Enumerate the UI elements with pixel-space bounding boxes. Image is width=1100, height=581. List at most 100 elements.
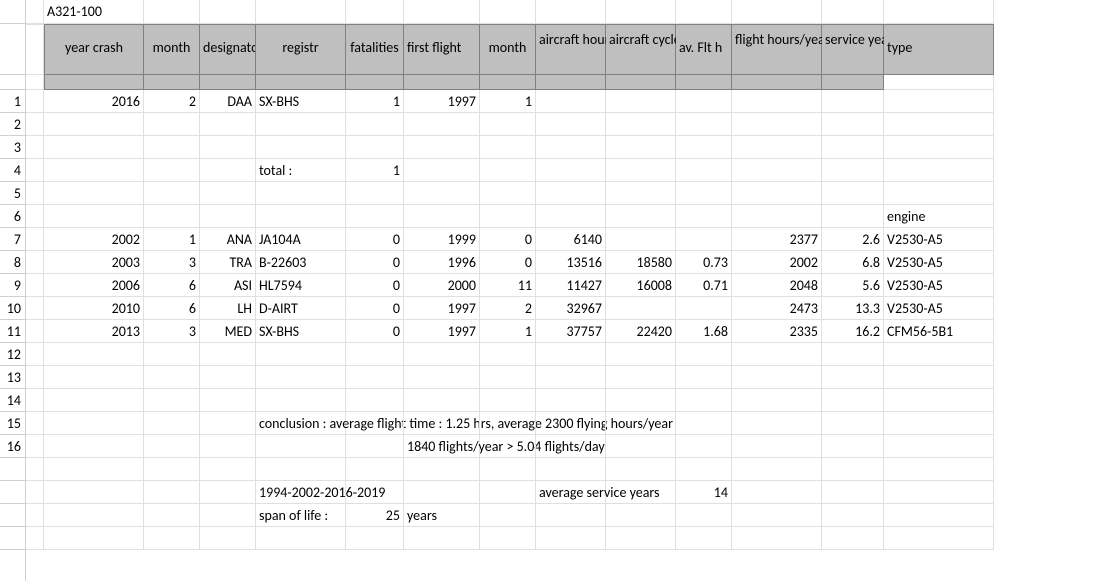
cell-registr[interactable]: HL7594 (256, 274, 346, 297)
span-of-life-unit[interactable]: years (404, 504, 480, 527)
cell-avflt[interactable]: 0.73 (676, 251, 732, 274)
header-service-years[interactable]: service years (822, 24, 884, 75)
cell-month[interactable]: 6 (144, 274, 200, 297)
header-month[interactable]: month (144, 24, 200, 75)
cell-registr[interactable]: JA104A (256, 228, 346, 251)
cell-fatalities[interactable]: 0 (346, 228, 404, 251)
cell-designator[interactable]: LH (200, 297, 256, 320)
cell-month2[interactable]: 0 (480, 251, 536, 274)
years-span[interactable]: 1994-2002-2016-2019 (256, 481, 346, 504)
title-cell[interactable]: A321-100 (44, 0, 144, 24)
cell-year[interactable]: 2006 (44, 274, 144, 297)
cell-type[interactable]: CFM56-5B1 (884, 320, 994, 343)
header-flight-hours-year[interactable]: flight hours/year (732, 24, 822, 75)
cell-designator[interactable]: ANA (200, 228, 256, 251)
cell-month2[interactable]: 0 (480, 228, 536, 251)
header-registr[interactable]: registr (256, 24, 346, 75)
conclusion-text[interactable]: 1840 flights/year > 5.04 flights/day (404, 435, 480, 458)
cell-fatalities[interactable]: 0 (346, 320, 404, 343)
cell-type[interactable]: V2530-A5 (884, 274, 994, 297)
cell-designator[interactable]: TRA (200, 251, 256, 274)
cell-hours[interactable]: 13516 (536, 251, 606, 274)
cell-registr[interactable]: D-AIRT (256, 297, 346, 320)
cell-month[interactable]: 2 (144, 90, 200, 113)
cell-month[interactable]: 3 (144, 251, 200, 274)
cell-avflt[interactable]: 1.68 (676, 320, 732, 343)
avg-service-label[interactable]: average service years (536, 481, 606, 504)
cell-designator[interactable]: ASI (200, 274, 256, 297)
cell-avflt[interactable]: 0.71 (676, 274, 732, 297)
cell-designator[interactable]: MED (200, 320, 256, 343)
cell-registr[interactable]: B-22603 (256, 251, 346, 274)
cell-month[interactable]: 1 (144, 228, 200, 251)
cell-cycles[interactable] (606, 228, 676, 251)
header-designator[interactable]: designator (200, 24, 256, 75)
cell-month2[interactable]: 1 (480, 90, 536, 113)
cell-avflt[interactable] (676, 228, 732, 251)
header-aircraft-hours[interactable]: aircraft hours (536, 24, 606, 75)
cell-month[interactable]: 3 (144, 320, 200, 343)
cell-first-flight[interactable]: 1996 (404, 251, 480, 274)
cell-month2[interactable]: 2 (480, 297, 536, 320)
cell-hours[interactable]: 11427 (536, 274, 606, 297)
cell-type[interactable]: V2530-A5 (884, 251, 994, 274)
cell-hours[interactable]: 6140 (536, 228, 606, 251)
cell-cycles[interactable]: 16008 (606, 274, 676, 297)
cell-designator[interactable]: DAA (200, 90, 256, 113)
cell-fhy[interactable]: 2335 (732, 320, 822, 343)
cell-first-flight[interactable]: 2000 (404, 274, 480, 297)
cell-year[interactable]: 2010 (44, 297, 144, 320)
cell-fhy[interactable]: 2048 (732, 274, 822, 297)
total-value[interactable]: 1 (346, 159, 404, 182)
header-av-flt[interactable]: av. Flt h (676, 24, 732, 75)
cell-svc[interactable]: 6.8 (822, 251, 884, 274)
cell-first-flight[interactable]: 1997 (404, 320, 480, 343)
row-number-blank (0, 0, 25, 24)
cell-avflt[interactable] (676, 297, 732, 320)
cell-first-flight[interactable]: 1999 (404, 228, 480, 251)
header-month2[interactable]: month (480, 24, 536, 75)
cell-month[interactable]: 6 (144, 297, 200, 320)
cell-month2[interactable]: 1 (480, 320, 536, 343)
summary-row-1: 1994-2002-2016-2019 average service year… (26, 481, 1100, 504)
header-fatalities[interactable]: fatalities (346, 24, 404, 75)
cell-hours[interactable]: 32967 (536, 297, 606, 320)
cell-fatalities[interactable]: 0 (346, 274, 404, 297)
cell-type[interactable]: V2530-A5 (884, 228, 994, 251)
engine-label[interactable]: engine (884, 205, 994, 228)
cell-fatalities[interactable]: 0 (346, 251, 404, 274)
cell-fhy[interactable]: 2473 (732, 297, 822, 320)
cell-registr[interactable]: SX-BHS (256, 320, 346, 343)
cell-svc[interactable]: 2.6 (822, 228, 884, 251)
cell-year[interactable]: 2002 (44, 228, 144, 251)
cell-registr[interactable]: SX-BHS (256, 90, 346, 113)
avg-service-value[interactable]: 14 (676, 481, 732, 504)
cell-hours[interactable]: 37757 (536, 320, 606, 343)
cell-svc[interactable]: 5.6 (822, 274, 884, 297)
cell-month2[interactable]: 11 (480, 274, 536, 297)
cell-cycles[interactable] (606, 297, 676, 320)
span-of-life-label[interactable]: span of life : (256, 504, 346, 527)
cell-year[interactable]: 2013 (44, 320, 144, 343)
cell-fhy[interactable]: 2377 (732, 228, 822, 251)
span-of-life-value[interactable]: 25 (346, 504, 404, 527)
cell-blank[interactable] (26, 0, 44, 24)
cell-svc[interactable]: 16.2 (822, 320, 884, 343)
cell-first-flight[interactable]: 1997 (404, 90, 480, 113)
cell-fatalities[interactable]: 1 (346, 90, 404, 113)
cell-year[interactable]: 2016 (44, 90, 144, 113)
cell-first-flight[interactable]: 1997 (404, 297, 480, 320)
total-label[interactable]: total : (256, 159, 346, 182)
cell-type[interactable]: V2530-A5 (884, 297, 994, 320)
cell-year[interactable]: 2003 (44, 251, 144, 274)
cell-fatalities[interactable]: 0 (346, 297, 404, 320)
header-first-flight[interactable]: first flight (404, 24, 480, 75)
header-type[interactable]: type (884, 24, 994, 75)
cell-svc[interactable]: 13.3 (822, 297, 884, 320)
header-year-crash[interactable]: year crash (44, 24, 144, 75)
cell-fhy[interactable]: 2002 (732, 251, 822, 274)
conclusion-text[interactable]: conclusion : average flight time : 1.25 … (256, 412, 346, 435)
cell-cycles[interactable]: 18580 (606, 251, 676, 274)
cell-cycles[interactable]: 22420 (606, 320, 676, 343)
header-aircraft-cycles[interactable]: aircraft cycles (606, 24, 676, 75)
